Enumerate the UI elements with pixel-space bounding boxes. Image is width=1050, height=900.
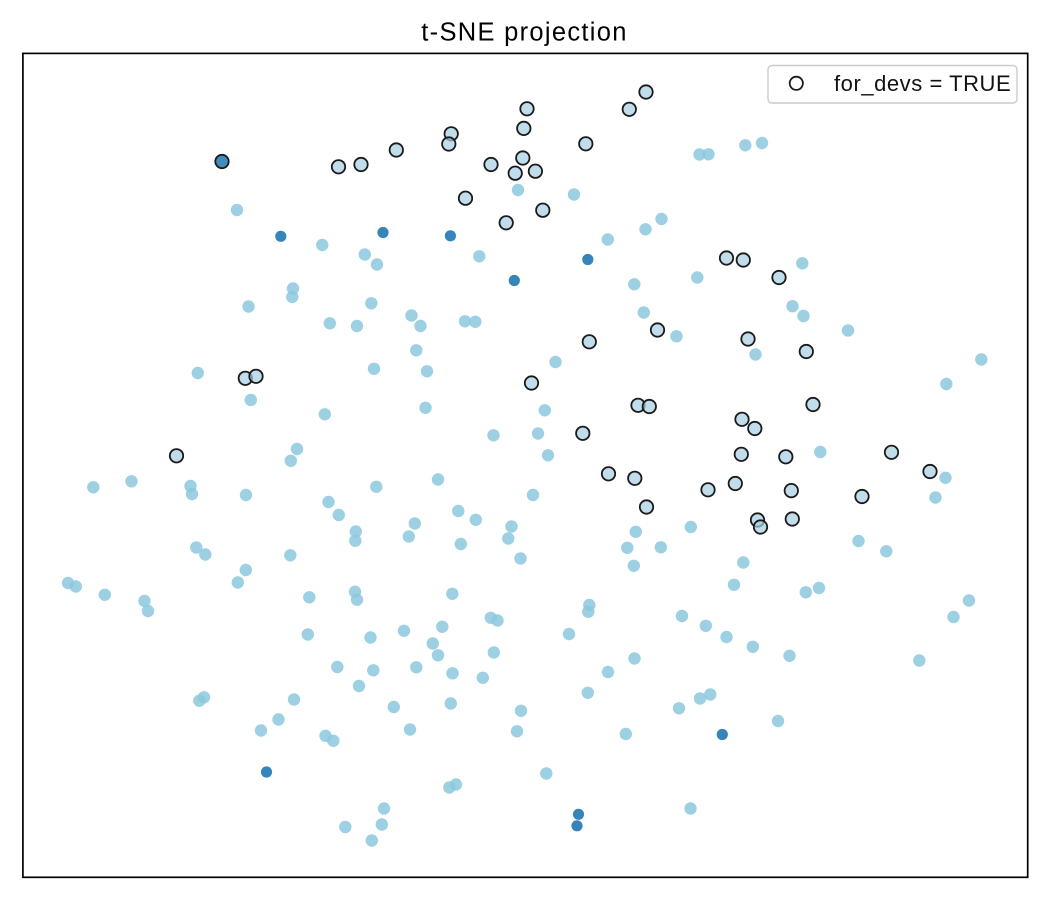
svg-text:t-SNE projection: t-SNE projection <box>421 19 627 47</box>
svg-text:for_devs = TRUE: for_devs = TRUE <box>834 71 1011 96</box>
